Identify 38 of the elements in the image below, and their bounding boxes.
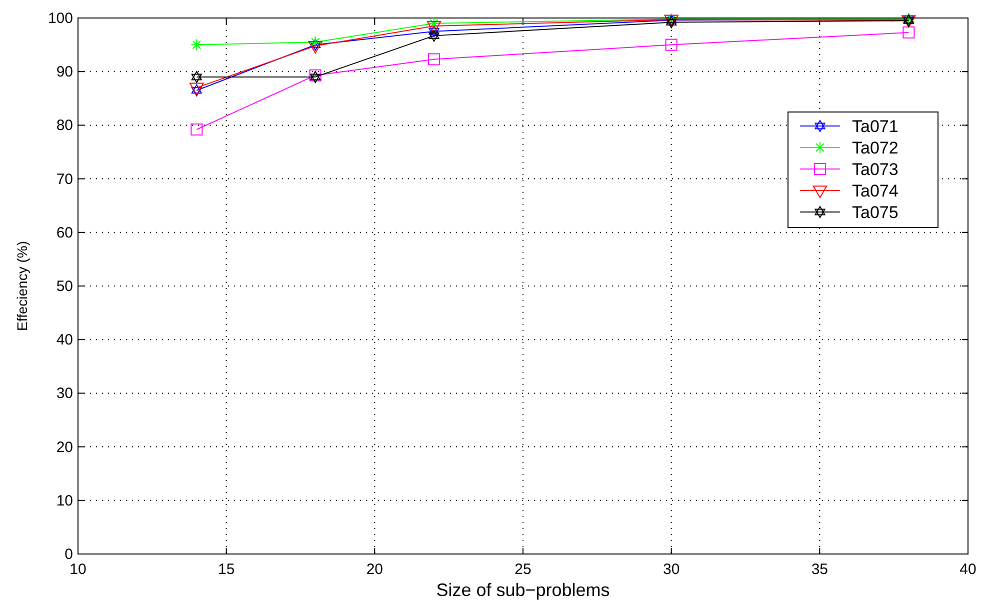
y-tick-label: 70	[56, 170, 73, 188]
y-axis-title: Effeciency (%)	[14, 241, 30, 331]
x-tick-label: 35	[811, 561, 828, 578]
legend-label: Ta075	[852, 203, 898, 222]
legend-label: Ta074	[852, 182, 898, 200]
y-tick-label: 0	[64, 546, 73, 563]
y-tick-label: 100	[48, 10, 73, 27]
legend-label: Ta073	[852, 160, 898, 179]
point	[190, 38, 203, 51]
point	[426, 21, 442, 34]
y-tick-label: 20	[56, 438, 73, 456]
y-tick-label: 10	[56, 492, 73, 510]
legend-label: Ta072	[852, 138, 898, 158]
x-tick-label: 20	[366, 561, 384, 578]
x-axis-title: Size of sub−problems	[436, 580, 610, 600]
x-tick-label: 15	[218, 561, 235, 578]
x-tick-label: 10	[70, 561, 86, 578]
y-tick-label: 90	[56, 64, 73, 81]
y-tick-label: 60	[56, 224, 73, 242]
y-tick-label: 80	[56, 117, 73, 134]
point	[665, 38, 678, 51]
point	[308, 40, 322, 54]
point	[309, 36, 322, 48]
point	[428, 30, 440, 42]
point	[428, 25, 440, 38]
y-tick-label: 40	[56, 332, 73, 349]
point	[190, 123, 203, 136]
x-tick-label: 40	[960, 561, 976, 578]
x-tick-label: 30	[662, 561, 680, 578]
legend-label: Ta071	[852, 117, 898, 136]
y-tick-label: 30	[56, 385, 73, 402]
x-tick-label: 25	[514, 561, 532, 578]
point	[191, 70, 202, 83]
y-tick-label: 50	[56, 278, 73, 295]
point	[902, 26, 915, 38]
point	[428, 17, 440, 30]
point	[310, 38, 321, 51]
point	[428, 53, 440, 66]
